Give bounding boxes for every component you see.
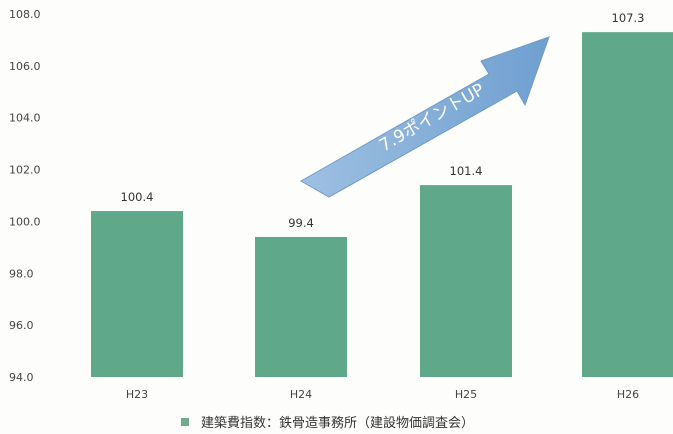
legend: 建築費指数：鉄骨造事務所（建設物価調査会） [181, 415, 474, 431]
increase-arrow-icon [299, 36, 550, 198]
data-label: 100.4 [121, 190, 154, 204]
y-tick-label: 100.0 [9, 215, 41, 228]
data-labels: 100.4 99.4 101.4 107.3 [121, 11, 645, 230]
x-axis: H23 H24 H25 H26 [126, 388, 639, 401]
x-tick-label: H23 [126, 388, 148, 401]
data-label: 101.4 [450, 164, 483, 178]
y-tick-label: 98.0 [9, 267, 34, 280]
bar-h23 [91, 211, 183, 377]
y-tick-label: 104.0 [9, 112, 41, 125]
y-tick-label: 96.0 [9, 319, 34, 332]
x-tick-label: H25 [455, 388, 477, 401]
data-label: 107.3 [612, 11, 645, 25]
x-tick-label: H24 [290, 388, 312, 401]
bars [91, 32, 673, 378]
y-axis: 94.0 96.0 98.0 100.0 102.0 104.0 106.0 108.0 [9, 8, 41, 384]
y-tick-label: 94.0 [9, 371, 34, 384]
y-tick-label: 102.0 [9, 164, 41, 177]
y-tick-label: 108.0 [9, 8, 41, 21]
data-label: 99.4 [288, 216, 314, 230]
increase-arrow-annotation: 7.9ポイントUP [299, 36, 550, 198]
bar-h24 [255, 236, 347, 377]
x-tick-label: H26 [617, 388, 639, 401]
bar-h25 [420, 185, 512, 377]
y-tick-label: 106.0 [9, 60, 41, 73]
legend-swatch [181, 418, 189, 426]
arrow-annotation-text: 7.9ポイントUP [376, 80, 488, 156]
legend-label: 建築費指数：鉄骨造事務所（建設物価調査会） [201, 415, 474, 431]
bar-h26 [582, 32, 673, 378]
